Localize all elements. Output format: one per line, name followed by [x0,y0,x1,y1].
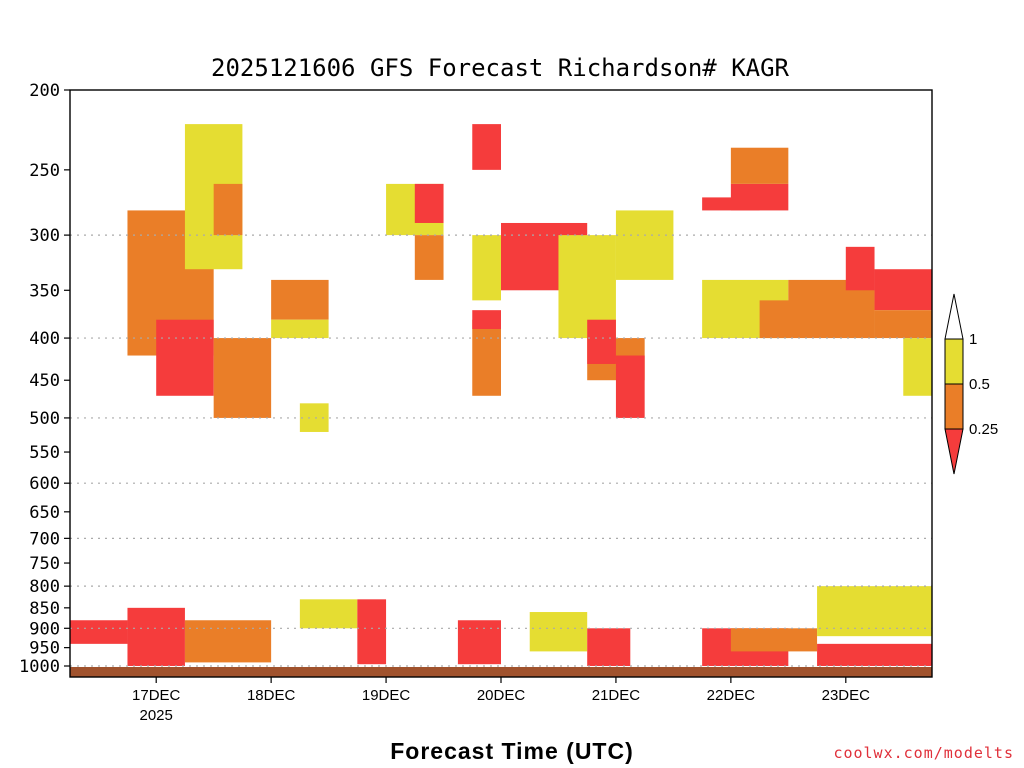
y-tick-label-950: 950 [29,639,60,659]
heatmap-cell-31 [615,355,645,418]
heatmap-cell-36 [730,147,789,184]
heatmap-cell-10 [817,643,932,666]
y-tick-label-700: 700 [29,529,60,549]
y-tick-label-750: 750 [29,554,60,574]
x-axis-label: Forecast Time (UTC) [390,738,634,764]
x-tick-label-22DEC: 22DEC [707,687,756,704]
heatmap-cell-22 [414,235,444,280]
x-tick-label-17DEC: 17DEC [132,687,181,704]
legend-label-2: 0.25 [969,421,998,438]
heatmap-cell-41 [874,310,932,339]
heatmap-cell-3 [299,599,358,629]
heatmap-cell-42 [903,338,932,396]
legend-arrow-bottom [944,428,964,475]
y-tick-label-250: 250 [29,161,60,181]
chart-cells [70,124,932,677]
heatmap-cell-32 [615,210,674,280]
heatmap-cell-0 [70,620,128,644]
heatmap-cell-16 [213,338,272,418]
heatmap-cell-39 [845,246,875,291]
heatmap-cell-15 [213,183,243,236]
x-tick-label-18DEC: 18DEC [247,687,296,704]
heatmap-cell-30 [587,319,616,364]
y-tick-label-300: 300 [29,226,60,246]
heatmap-cell-35 [730,183,789,211]
legend-arrow-top [944,293,964,340]
x-tick-label-23DEC: 23DEC [822,687,871,704]
y-tick-label-800: 800 [29,577,60,597]
heatmap-cell-4 [357,599,387,665]
y-tick-label-200: 200 [29,81,60,101]
y-axis: 200 250 300 350 400 450 500 550 600 650 700 750 8008… [19,81,70,677]
heatmap-cell-26 [472,235,501,301]
credit-link[interactable]: coolwx.com/modelts [833,744,1014,762]
y-tick-label-450: 450 [29,371,60,391]
chart-title: 2025121606 GFS Forecast Richardson# KAGR [211,54,790,82]
x-axis: 17DEC 2025 18DEC 19DEC 20DEC 21DEC 22DEC 23DEC [132,677,870,724]
heatmap-cell-23 [472,124,501,170]
heatmap-cell-1 [127,607,185,666]
heatmap-cell-25 [472,310,501,330]
legend-swatch-1 [944,383,964,430]
heatmap-cell-2 [184,620,272,663]
y-tick-label-500: 500 [29,409,60,429]
heatmap-cell-24 [472,319,501,396]
x-tick-label-19DEC: 19DEC [362,687,411,704]
heatmap-cell-7 [587,628,631,666]
legend-label-1: 0.5 [969,376,990,393]
heatmap-cell-21 [414,183,444,223]
heatmap-cell-40 [874,269,932,311]
legend: 1 0.5 0.25 [944,293,998,475]
y-tick-label-400: 400 [29,329,60,349]
heatmap-cell-18 [271,319,329,339]
heatmap-cell-11 [817,586,932,637]
y-tick-label-350: 350 [29,281,60,301]
ground-strip [70,667,932,677]
y-tick-label-850: 850 [29,599,60,619]
heatmap-cell-9 [730,628,818,652]
heatmap-cell-6 [529,612,588,652]
legend-swatch-0 [944,338,964,385]
x-tick-label-20DEC: 20DEC [477,687,526,704]
x-tick-year: 2025 [140,707,173,724]
x-tick-label-21DEC: 21DEC [592,687,641,704]
heatmap-cell-17 [271,279,329,320]
y-tick-label-600: 600 [29,474,60,494]
heatmap-cell-13 [156,319,214,396]
heatmap-cell-19 [299,403,329,432]
y-tick-label-1000: 1000 [19,657,60,677]
y-tick-label-900: 900 [29,619,60,639]
legend-label-0: 1 [969,331,977,348]
y-tick-label-550: 550 [29,443,60,463]
heatmap-cell-5 [457,620,501,665]
y-tick-label-650: 650 [29,503,60,523]
